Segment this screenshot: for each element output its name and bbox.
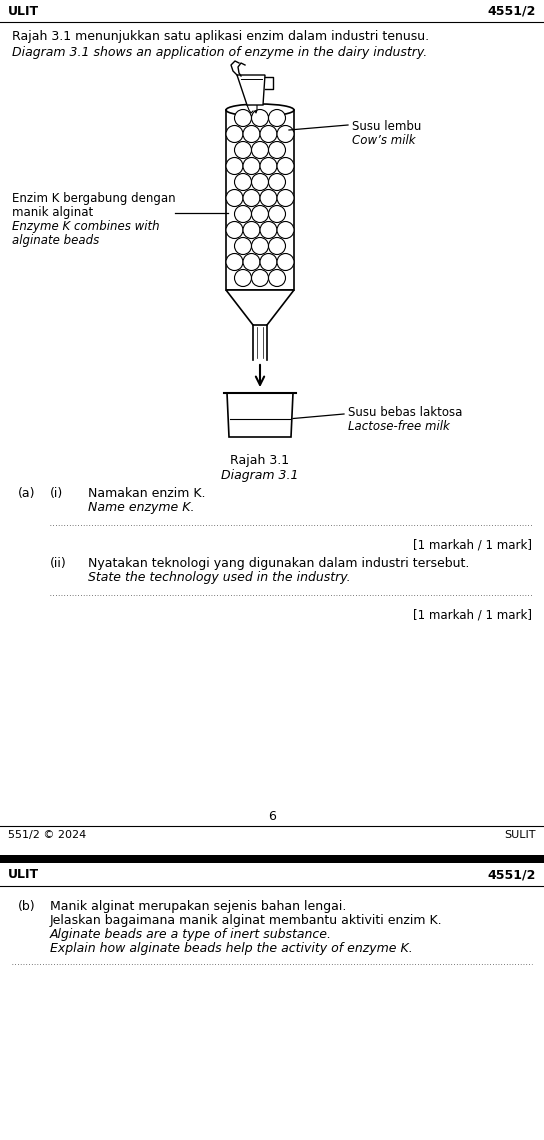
Circle shape [226,189,243,206]
Circle shape [226,157,243,174]
Text: Name enzyme K.: Name enzyme K. [88,500,195,514]
Circle shape [251,109,269,127]
Circle shape [234,173,251,190]
Circle shape [251,173,269,190]
Bar [0,855,544,863]
Text: State the technology used in the industry.: State the technology used in the industr… [88,571,351,584]
Text: Alginate beads are a type of inert substance.: Alginate beads are a type of inert subst… [50,928,332,940]
Text: 4551/2: 4551/2 [487,868,536,881]
Text: ULIT: ULIT [8,868,39,881]
Circle shape [234,205,251,222]
Text: (a): (a) [18,487,35,500]
Text: Rajah 3.1 menunjukkan satu aplikasi enzim dalam industri tenusu.: Rajah 3.1 menunjukkan satu aplikasi enzi… [12,30,429,43]
Text: [1 markah / 1 mark]: [1 markah / 1 mark] [413,539,532,552]
Polygon shape [226,290,294,325]
Text: Rajah 3.1: Rajah 3.1 [231,454,289,467]
Text: SULIT: SULIT [504,830,536,840]
Circle shape [277,221,294,238]
Text: ULIT: ULIT [8,5,39,18]
Text: Namakan enzim K.: Namakan enzim K. [88,487,206,500]
Circle shape [243,125,260,142]
Circle shape [260,157,277,174]
Circle shape [243,157,260,174]
Circle shape [269,205,286,222]
Polygon shape [237,75,265,105]
Text: 4551/2: 4551/2 [487,5,536,18]
Circle shape [226,253,243,270]
Text: Manik alginat merupakan sejenis bahan lengai.: Manik alginat merupakan sejenis bahan le… [50,899,347,913]
Circle shape [243,189,260,206]
Circle shape [260,253,277,270]
Text: Jelaskan bagaimana manik alginat membantu aktiviti enzim K.: Jelaskan bagaimana manik alginat membant… [50,914,443,927]
Circle shape [251,237,269,254]
Circle shape [251,205,269,222]
Circle shape [226,221,243,238]
Text: 551/2 © 2024: 551/2 © 2024 [8,830,86,840]
Circle shape [260,189,277,206]
Circle shape [269,173,286,190]
Circle shape [277,253,294,270]
Circle shape [260,125,277,142]
Circle shape [251,141,269,158]
Bar [226,109,294,290]
Circle shape [243,221,260,238]
Circle shape [269,141,286,158]
Circle shape [277,189,294,206]
Circle shape [277,125,294,142]
Text: (i): (i) [50,487,63,500]
Text: Lactose-free milk: Lactose-free milk [348,420,450,433]
Circle shape [251,269,269,286]
Text: Nyatakan teknologi yang digunakan dalam industri tersebut.: Nyatakan teknologi yang digunakan dalam … [88,557,469,570]
Text: alginate beads: alginate beads [12,234,99,247]
Text: [1 markah / 1 mark]: [1 markah / 1 mark] [413,609,532,622]
Circle shape [269,109,286,127]
Polygon shape [227,393,293,437]
Circle shape [277,157,294,174]
Circle shape [269,237,286,254]
Text: Susu lembu: Susu lembu [352,120,422,133]
Text: Diagram 3.1: Diagram 3.1 [221,469,299,482]
Circle shape [260,221,277,238]
Circle shape [269,269,286,286]
Text: 6: 6 [268,811,276,823]
Circle shape [234,269,251,286]
Text: Enzyme K combines with: Enzyme K combines with [12,220,159,233]
Text: Cow’s milk: Cow’s milk [352,135,416,147]
Text: (b): (b) [18,899,35,913]
Text: Explain how alginate beads help the activity of enzyme K.: Explain how alginate beads help the acti… [50,942,413,955]
Text: (ii): (ii) [50,557,67,570]
Text: manik alginat: manik alginat [12,206,93,219]
Circle shape [234,141,251,158]
Ellipse shape [226,104,294,116]
Text: Susu bebas laktosa: Susu bebas laktosa [348,406,462,420]
Circle shape [243,253,260,270]
Circle shape [234,109,251,127]
Circle shape [226,125,243,142]
Circle shape [234,237,251,254]
Text: Diagram 3.1 shows an application of enzyme in the dairy industry.: Diagram 3.1 shows an application of enzy… [12,46,427,59]
Text: Enzim K bergabung dengan: Enzim K bergabung dengan [12,192,176,205]
